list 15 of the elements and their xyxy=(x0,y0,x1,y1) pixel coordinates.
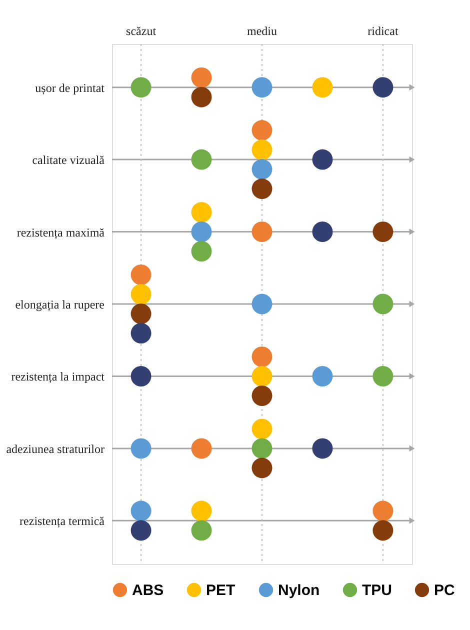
y-tick-label: rezistența la impact xyxy=(11,370,106,384)
y-tick-label: calitate vizuală xyxy=(32,153,106,168)
ref-line-label: mediu xyxy=(247,24,277,38)
legend-label: ABS xyxy=(132,582,164,599)
y-tick-label: elongația la rupere xyxy=(15,298,104,312)
legend-label: PET xyxy=(206,582,236,599)
legend-label: Nylon xyxy=(278,582,320,599)
legend-label: TPU xyxy=(362,582,392,599)
legend-label: PC xyxy=(434,582,456,599)
y-tick-label: adeziunea straturilor xyxy=(6,442,104,456)
y-tick-label: ușor de printat xyxy=(35,80,106,95)
ref-line-label: scăzut xyxy=(126,24,157,38)
y-tick-label: rezistența maximă xyxy=(16,225,106,240)
y-tick-label: rezistența termică xyxy=(20,514,106,528)
ref-line-label: ridicat xyxy=(368,24,399,38)
